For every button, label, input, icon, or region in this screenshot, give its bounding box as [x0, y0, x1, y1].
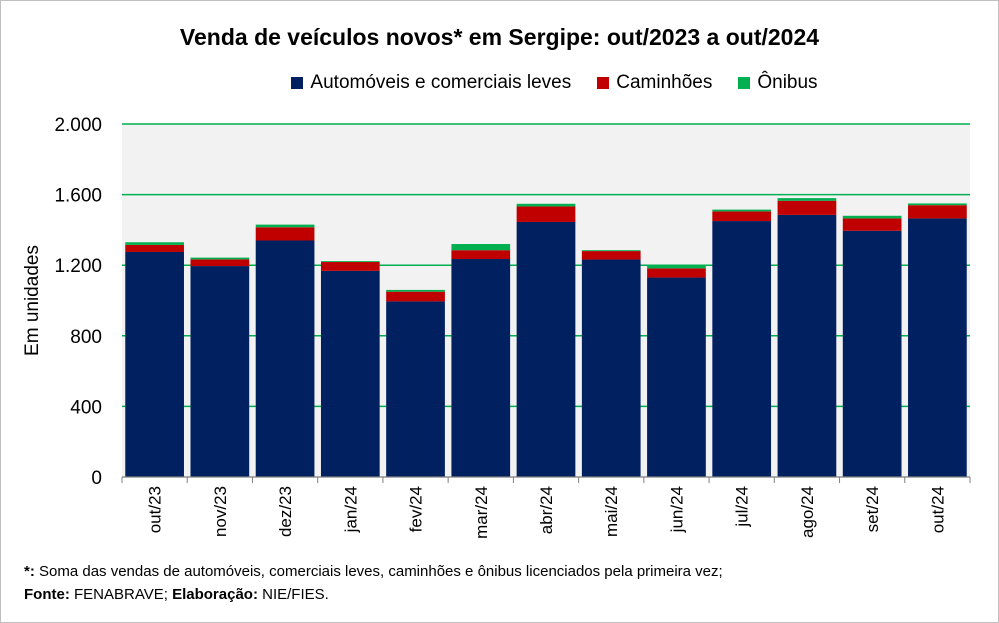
bar-onibus [842, 215, 902, 219]
x-tick-label: nov/23 [211, 486, 230, 537]
legend-label-autos: Automóveis e comerciais leves [310, 72, 572, 93]
bar-autos [516, 221, 576, 477]
legend-item-onibus: Ônibus [738, 72, 818, 94]
y-tick-label: 1.200 [54, 256, 102, 277]
bar-autos [125, 251, 184, 477]
bar-autos [255, 240, 315, 477]
x-tick-label: jun/24 [667, 486, 686, 533]
bar-onibus [777, 198, 837, 201]
bar-autos [451, 259, 511, 477]
bar-onibus [516, 203, 576, 207]
x-tick-label: jan/24 [341, 486, 360, 533]
source-line: Fonte: FENABRAVE; Elaboração: NIE/FIES. [24, 586, 329, 603]
bar-onibus [125, 242, 184, 245]
x-tick-label: abr/24 [537, 486, 556, 534]
bar-onibus [647, 265, 706, 269]
bar-caminhoes [255, 227, 315, 241]
bar-caminhoes [581, 251, 641, 260]
bar-autos [777, 214, 837, 477]
bar-autos [386, 301, 445, 477]
footnote-marker: *: [24, 563, 35, 580]
chart-title: Venda de veículos novos* em Sergipe: out… [179, 24, 820, 50]
bar-onibus [320, 261, 380, 263]
bar-caminhoes [908, 205, 967, 219]
bar-autos [647, 277, 706, 477]
footnote: *: Soma das vendas de automóveis, comerc… [24, 563, 723, 580]
bar-autos [842, 230, 902, 477]
x-tick-label: dez/23 [276, 486, 295, 537]
legend: Automóveis e comerciais leves Caminhões … [0, 72, 999, 94]
x-tick-label: jul/24 [733, 486, 752, 528]
x-tick-label: out/23 [146, 486, 165, 533]
bar-caminhoes [712, 211, 772, 222]
y-tick-label: 1.600 [54, 186, 102, 207]
bar-caminhoes [320, 262, 380, 271]
legend-item-autos: Automóveis e comerciais leves [291, 72, 571, 94]
bar-onibus [712, 209, 772, 212]
bar-caminhoes [647, 268, 706, 278]
bar-caminhoes [516, 206, 576, 222]
bar-autos [190, 266, 250, 477]
bar-autos [581, 259, 641, 477]
y-tick-label: 400 [70, 397, 102, 418]
bar-caminhoes [190, 259, 250, 267]
x-tick-label: mai/24 [602, 486, 621, 537]
bar-onibus [908, 203, 967, 206]
y-tick-label: 0 [91, 468, 102, 489]
bar-autos [908, 218, 967, 478]
legend-swatch-onibus [738, 77, 751, 89]
legend-swatch-autos [291, 77, 304, 89]
x-tick-label: set/24 [863, 486, 882, 532]
bar-onibus [581, 250, 641, 252]
bar-autos [320, 270, 380, 477]
elaboration-text: NIE/FIES. [257, 586, 329, 603]
legend-label-onibus: Ônibus [757, 72, 818, 93]
x-tick-label: ago/24 [798, 486, 817, 538]
source-label: Fonte: [24, 586, 70, 603]
bar-caminhoes [386, 291, 445, 302]
bar-caminhoes [451, 250, 511, 260]
bar-onibus [255, 224, 315, 228]
x-tick-label: out/24 [928, 486, 947, 533]
x-tick-label: mar/24 [472, 486, 491, 539]
source-text: FENABRAVE; [69, 586, 173, 603]
bar-onibus [386, 289, 445, 292]
elaboration-label: Elaboração: [172, 586, 258, 603]
footnote-text: Soma das vendas de automóveis, comerciai… [34, 563, 723, 580]
bar-onibus [190, 257, 250, 260]
y-tick-label: 800 [70, 327, 102, 348]
x-tick-label: fev/24 [407, 486, 426, 532]
bar-caminhoes [777, 200, 837, 215]
bar-autos [712, 221, 772, 477]
bar-caminhoes [842, 218, 902, 231]
bar-onibus [451, 244, 511, 251]
legend-item-caminhoes: Caminhões [597, 72, 712, 94]
legend-swatch-caminhoes [597, 77, 610, 89]
y-tick-label: 2.000 [54, 115, 102, 136]
bar-caminhoes [125, 244, 184, 252]
legend-label-caminhoes: Caminhões [616, 72, 713, 93]
y-axis-label: Em unidades [22, 245, 43, 356]
